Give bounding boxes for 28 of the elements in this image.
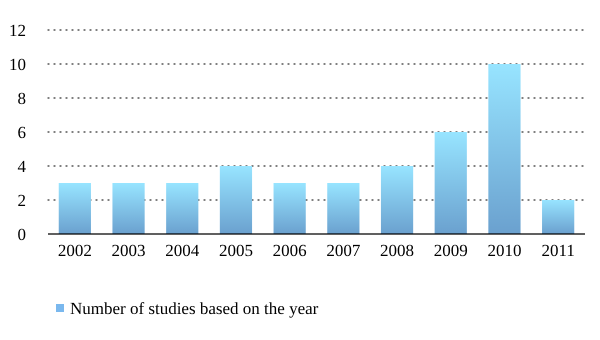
x-tick-label: 2011 <box>541 241 575 260</box>
legend-label: Number of studies based on the year <box>70 298 319 318</box>
bar <box>166 183 198 234</box>
y-tick-label: 0 <box>18 224 26 244</box>
bar <box>112 183 145 234</box>
x-tick-label: 2004 <box>165 241 200 260</box>
x-tick-label: 2010 <box>487 241 522 260</box>
x-tick-label: 2007 <box>326 241 361 260</box>
x-tick-label: 2009 <box>434 241 468 260</box>
y-tick-label: 10 <box>9 54 26 74</box>
bar <box>220 166 252 234</box>
bar <box>58 183 91 234</box>
bar <box>488 64 521 234</box>
x-tick-label: 2005 <box>218 241 253 260</box>
y-tick-label: 8 <box>18 88 26 108</box>
x-tick-label: 2008 <box>380 241 414 260</box>
y-tick-label: 4 <box>18 156 26 176</box>
y-tick-label: 12 <box>9 20 26 40</box>
x-tick-label: 2006 <box>272 241 307 260</box>
bar <box>542 200 574 234</box>
y-tick-label: 6 <box>18 122 26 142</box>
bar <box>327 183 360 234</box>
bar <box>434 132 467 234</box>
bar <box>380 166 414 234</box>
bar <box>274 183 306 234</box>
x-tick-label: 2002 <box>58 241 92 260</box>
x-tick-label: 2003 <box>112 241 146 260</box>
y-tick-label: 2 <box>18 190 26 210</box>
